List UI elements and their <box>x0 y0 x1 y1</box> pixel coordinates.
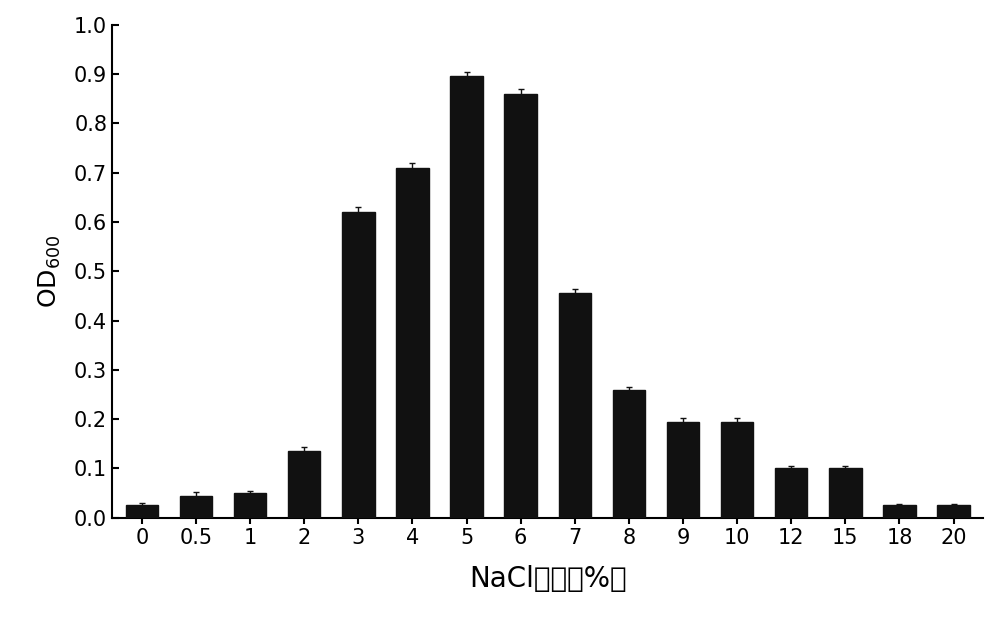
Bar <box>342 212 375 518</box>
Bar <box>721 422 753 518</box>
Bar <box>559 294 591 518</box>
Bar <box>829 468 862 518</box>
Bar <box>180 496 212 518</box>
Bar <box>775 468 807 518</box>
Bar <box>504 94 537 518</box>
Bar <box>396 168 429 518</box>
Bar <box>234 493 266 518</box>
Bar <box>613 389 645 518</box>
Y-axis label: OD$_{600}$: OD$_{600}$ <box>37 234 63 308</box>
Bar <box>126 506 158 518</box>
Bar <box>288 451 320 518</box>
Bar <box>883 506 916 518</box>
Bar <box>450 77 483 518</box>
Bar <box>667 422 699 518</box>
X-axis label: NaCl浓度（%）: NaCl浓度（%） <box>469 565 627 593</box>
Bar <box>937 506 970 518</box>
